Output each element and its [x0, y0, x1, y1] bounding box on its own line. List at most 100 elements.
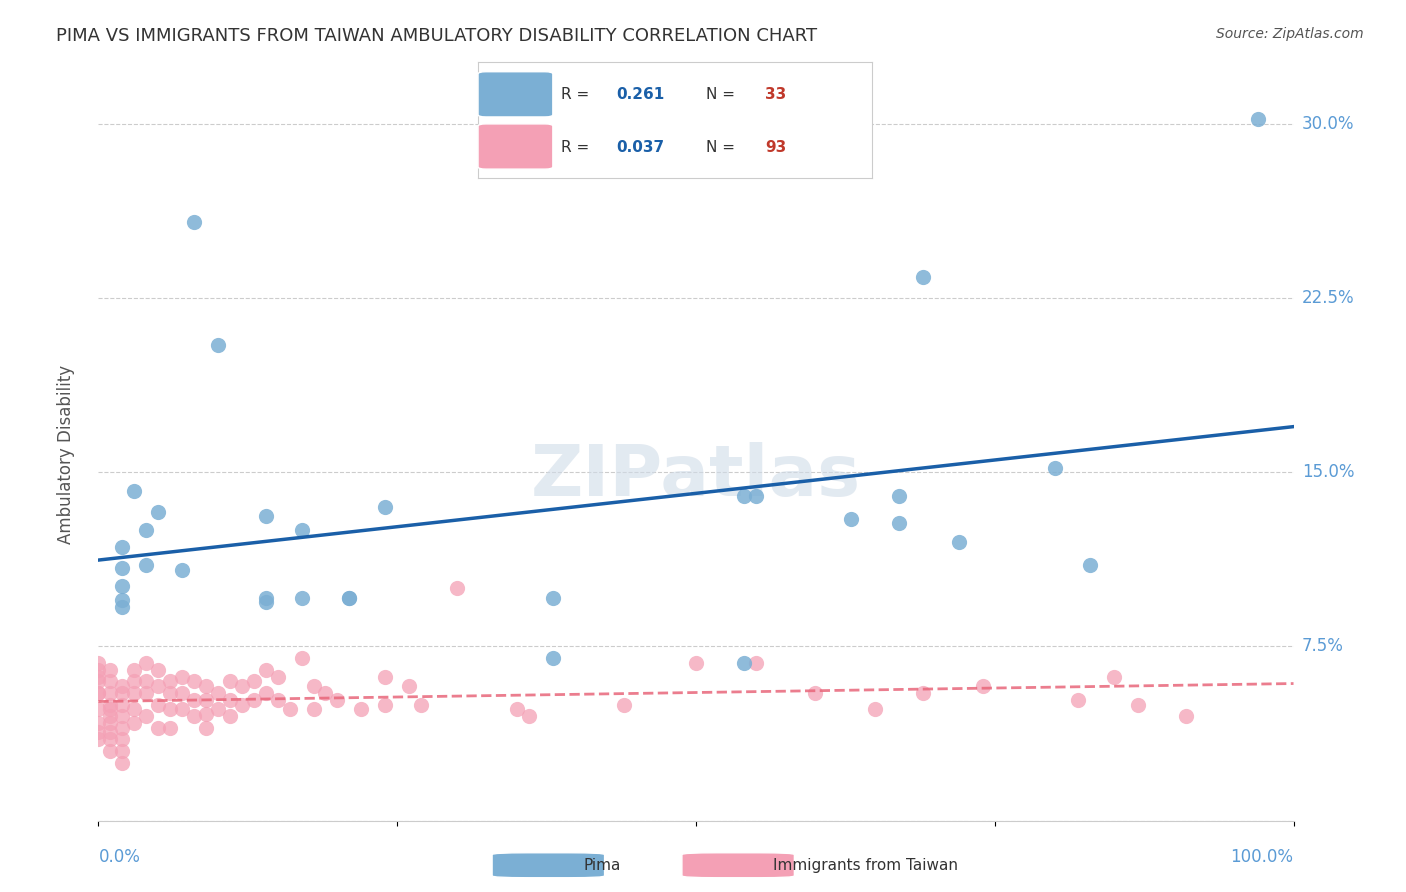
Point	[98, 702, 122, 716]
Point	[111, 732, 134, 747]
Point	[111, 721, 134, 735]
Point	[339, 591, 361, 605]
Point	[733, 489, 755, 503]
FancyBboxPatch shape	[492, 853, 605, 878]
Point	[804, 686, 827, 700]
Point	[183, 693, 205, 707]
Point	[183, 709, 205, 723]
Text: 33: 33	[765, 87, 787, 103]
Point	[159, 721, 181, 735]
Point	[339, 591, 361, 605]
Point	[98, 725, 122, 739]
Point	[841, 512, 863, 526]
Point	[291, 651, 314, 665]
Point	[219, 709, 242, 723]
Point	[87, 716, 110, 731]
Point	[111, 709, 134, 723]
Point	[411, 698, 433, 712]
Text: 0.037: 0.037	[616, 139, 664, 154]
Point	[254, 686, 277, 700]
Point	[111, 593, 134, 607]
Point	[111, 600, 134, 615]
Point	[111, 679, 134, 693]
Text: 7.5%: 7.5%	[1302, 638, 1344, 656]
Point	[98, 698, 122, 712]
Point	[207, 337, 229, 351]
Text: 0.0%: 0.0%	[98, 848, 141, 866]
Point	[183, 214, 205, 228]
Point	[135, 656, 157, 670]
Point	[972, 679, 994, 693]
Point	[745, 489, 768, 503]
Point	[124, 483, 146, 498]
Point	[243, 674, 266, 689]
Point	[98, 744, 122, 758]
Point	[148, 679, 170, 693]
Point	[87, 656, 110, 670]
Point	[517, 709, 540, 723]
Text: Source: ZipAtlas.com: Source: ZipAtlas.com	[1216, 27, 1364, 41]
Point	[98, 716, 122, 731]
Point	[374, 670, 396, 684]
Point	[87, 732, 110, 747]
Point	[135, 524, 157, 538]
Text: PIMA VS IMMIGRANTS FROM TAIWAN AMBULATORY DISABILITY CORRELATION CHART: PIMA VS IMMIGRANTS FROM TAIWAN AMBULATOR…	[56, 27, 817, 45]
Point	[159, 702, 181, 716]
Point	[446, 582, 468, 596]
FancyBboxPatch shape	[478, 124, 553, 169]
Text: R =: R =	[561, 87, 593, 103]
Text: 22.5%: 22.5%	[1302, 289, 1354, 307]
Point	[111, 686, 134, 700]
Point	[183, 674, 205, 689]
Text: 0.261: 0.261	[616, 87, 664, 103]
Point	[267, 670, 290, 684]
Point	[98, 686, 122, 700]
Point	[326, 693, 349, 707]
Point	[219, 674, 242, 689]
Point	[243, 693, 266, 707]
Text: 93: 93	[765, 139, 787, 154]
Point	[98, 663, 122, 677]
Text: 30.0%: 30.0%	[1302, 115, 1354, 133]
Point	[889, 489, 911, 503]
FancyBboxPatch shape	[478, 71, 553, 117]
Point	[195, 693, 218, 707]
FancyBboxPatch shape	[682, 853, 794, 878]
Point	[302, 679, 325, 693]
Point	[111, 698, 134, 712]
Point	[148, 698, 170, 712]
Point	[374, 698, 396, 712]
Point	[350, 702, 373, 716]
Point	[111, 756, 134, 770]
Point	[948, 535, 970, 549]
Point	[98, 674, 122, 689]
Point	[87, 686, 110, 700]
Point	[135, 558, 157, 573]
Point	[87, 674, 110, 689]
Point	[254, 509, 277, 524]
Point	[219, 693, 242, 707]
Point	[315, 686, 337, 700]
Point	[1104, 670, 1126, 684]
Point	[87, 670, 110, 684]
Point	[135, 674, 157, 689]
Y-axis label: Ambulatory Disability: Ambulatory Disability	[56, 366, 75, 544]
Point	[195, 721, 218, 735]
Point	[207, 686, 229, 700]
Point	[254, 591, 277, 605]
Point	[541, 651, 564, 665]
Point	[865, 702, 887, 716]
Text: 100.0%: 100.0%	[1230, 848, 1294, 866]
Point	[172, 702, 194, 716]
Point	[911, 686, 934, 700]
Point	[1247, 112, 1270, 127]
Point	[98, 732, 122, 747]
Point	[124, 674, 146, 689]
Point	[613, 698, 636, 712]
Point	[135, 709, 157, 723]
Point	[231, 679, 253, 693]
Point	[745, 656, 768, 670]
Point	[111, 540, 134, 554]
Point	[291, 524, 314, 538]
Point	[254, 595, 277, 609]
